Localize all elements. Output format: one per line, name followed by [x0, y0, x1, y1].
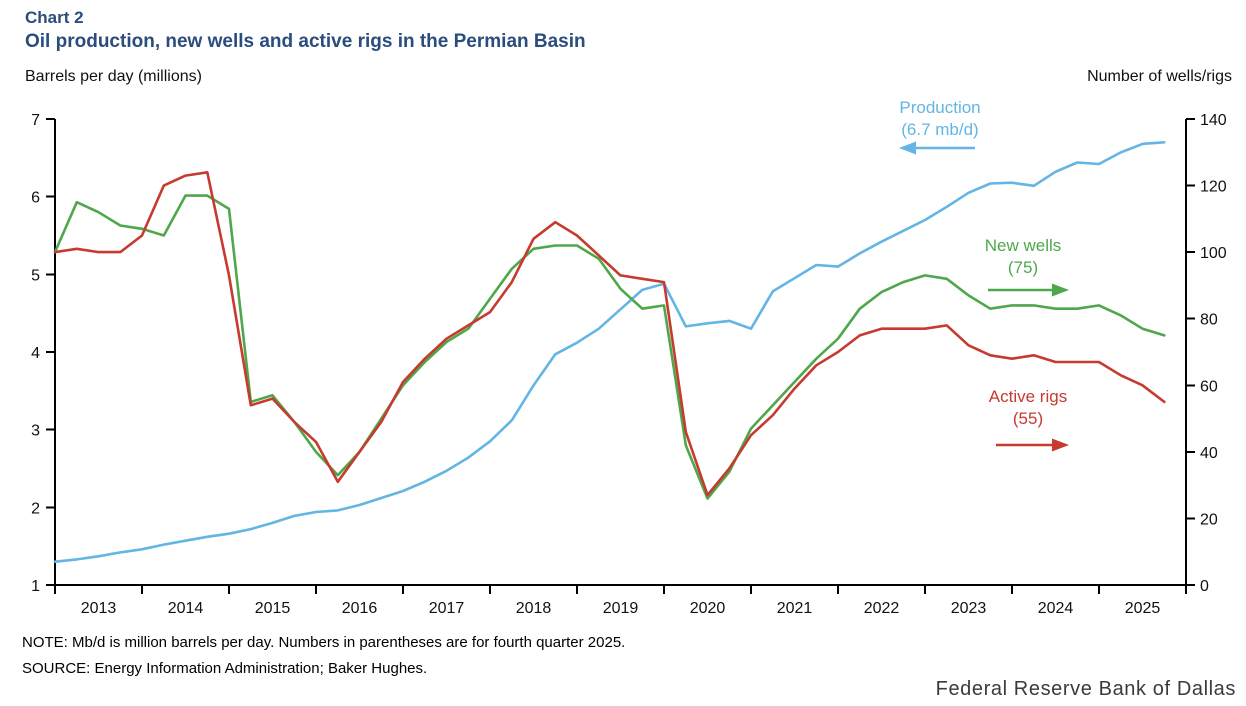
left-axis-tick-label: 1: [31, 578, 40, 595]
left-axis-title: Barrels per day (millions): [25, 68, 202, 85]
left-axis-tick-label: 2: [31, 500, 40, 517]
x-axis-year-label: 2019: [603, 600, 639, 617]
x-axis-year-label: 2020: [690, 600, 726, 617]
series-line-active-rigs: [53, 171, 1166, 497]
x-axis-year-label: 2021: [777, 600, 813, 617]
x-axis-year-label: 2015: [255, 600, 291, 617]
new-wells-annotation-value: (75): [1008, 258, 1038, 277]
left-axis-tick-label: 4: [31, 345, 40, 362]
left-axis-tick-label: 5: [31, 267, 40, 284]
right-axis-tick-label: 80: [1200, 312, 1218, 329]
page-title: Oil production, new wells and active rig…: [25, 31, 586, 52]
production-annotation-value: (6.7 mb/d): [901, 120, 978, 139]
right-axis-tick-label: 20: [1200, 511, 1218, 528]
x-axis-year-label: 2013: [81, 600, 117, 617]
left-axis-tick-label: 7: [31, 112, 40, 129]
right-axis-tick-label: 100: [1200, 245, 1227, 262]
x-axis-year-label: 2014: [168, 600, 204, 617]
active-rigs-annotation-arrowhead-icon: [1052, 438, 1069, 452]
new-wells-annotation-arrowhead-icon: [1052, 283, 1069, 297]
x-axis-year-label: 2017: [429, 600, 465, 617]
active-rigs-annotation-label: Active rigs: [989, 387, 1067, 406]
right-axis-tick-label: 60: [1200, 378, 1218, 395]
production-annotation-label: Production: [899, 98, 980, 117]
series-line-new-wells: [53, 194, 1166, 500]
production-annotation-arrowhead-icon: [899, 141, 916, 155]
right-axis-tick-label: 40: [1200, 445, 1218, 462]
left-axis-tick-label: 3: [31, 423, 40, 440]
right-axis-tick-label: 140: [1200, 112, 1227, 129]
new-wells-annotation-label: New wells: [985, 236, 1062, 255]
right-axis-tick-label: 120: [1200, 179, 1227, 196]
right-axis-tick-label: 0: [1200, 578, 1209, 595]
active-rigs-annotation-value: (55): [1013, 409, 1043, 428]
attribution-text: Federal Reserve Bank of Dallas: [935, 678, 1236, 700]
x-axis-year-label: 2022: [864, 600, 900, 617]
x-axis-year-label: 2018: [516, 600, 552, 617]
x-axis-year-label: 2024: [1038, 600, 1074, 617]
right-axis-title: Number of wells/rigs: [1087, 68, 1232, 85]
x-axis-year-label: 2016: [342, 600, 378, 617]
x-axis-year-label: 2023: [951, 600, 987, 617]
source-text: SOURCE: Energy Information Administratio…: [22, 660, 428, 677]
x-axis-year-label: 2025: [1125, 600, 1161, 617]
left-axis-tick-label: 6: [31, 190, 40, 207]
series-line-production: [53, 141, 1166, 564]
note-text: NOTE: Mb/d is million barrels per day. N…: [22, 634, 626, 651]
chart-number: Chart 2: [25, 8, 84, 27]
